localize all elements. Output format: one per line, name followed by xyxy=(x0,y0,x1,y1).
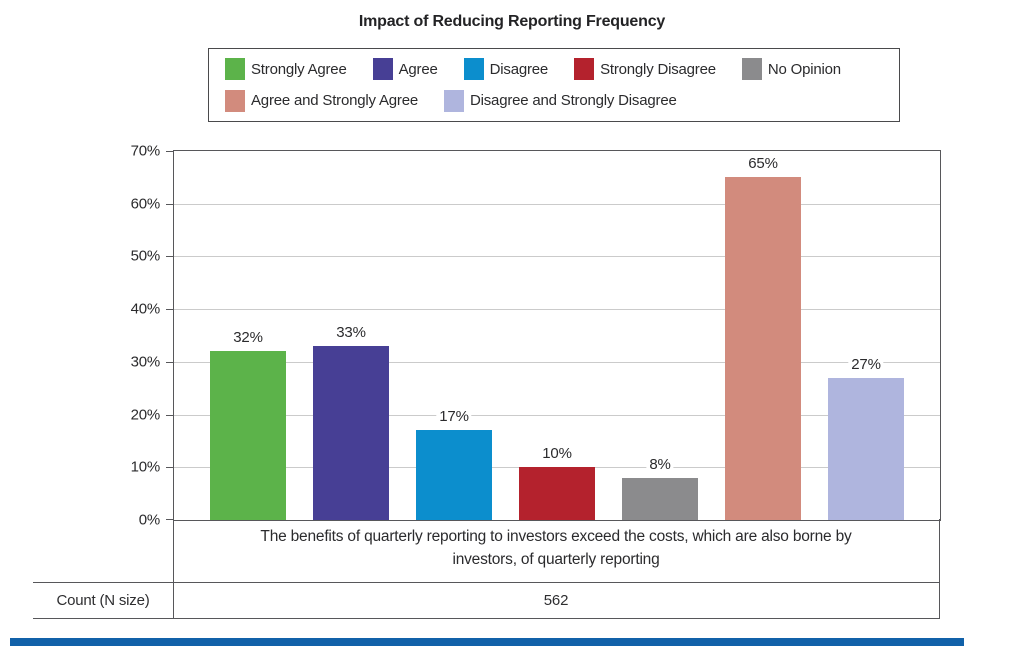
gridline-50 xyxy=(174,256,940,258)
legend-label: Strongly Agree xyxy=(251,60,347,78)
legend-swatch-disagree-and-strongly-disagree xyxy=(443,89,464,112)
y-tick-label-60: 60% xyxy=(130,195,161,213)
table-divider-right xyxy=(939,519,940,619)
legend-row-1: Strongly Agree Agree Disagree Strongly Disa… xyxy=(209,58,899,81)
legend-swatch-disagree xyxy=(463,58,484,81)
bar-agree-and-strongly-agree: 65% xyxy=(725,155,801,520)
legend-label: Agree xyxy=(398,60,438,78)
gridline-30 xyxy=(174,361,940,363)
legend-swatch-strongly-disagree xyxy=(574,58,595,81)
legend-swatch-strongly-agree xyxy=(225,58,245,81)
chart-title: Impact of Reducing Reporting Frequency xyxy=(358,13,666,30)
bar-strongly-agree: 32% xyxy=(210,329,286,520)
y-tick-60 xyxy=(166,203,174,205)
bar-disagree-and-strongly-disagree: 27% xyxy=(828,355,904,520)
bar-value-label: 33% xyxy=(333,324,369,341)
bar-value-label: 17% xyxy=(436,408,472,426)
legend-item-disagree-and-strongly-disagree: Disagree and Strongly Disagree xyxy=(443,89,677,112)
bottom-rule xyxy=(10,638,964,646)
legend-swatch-no-opinion xyxy=(741,58,762,81)
bar-strongly-disagree: 10% xyxy=(519,445,595,520)
y-tick-70 xyxy=(166,151,174,152)
y-tick-50 xyxy=(166,256,174,258)
count-row: Count (N size) 562 xyxy=(33,582,939,619)
legend-row-2: Agree and Strongly Agree Disagree and Str… xyxy=(209,89,899,112)
table-divider-left xyxy=(173,519,174,619)
gridline-60 xyxy=(174,203,940,205)
y-tick-label-40: 40% xyxy=(130,300,161,318)
legend-label: Agree and Strongly Agree xyxy=(251,92,418,110)
y-tick-label-10: 10% xyxy=(130,458,161,476)
count-value: 562 xyxy=(543,592,569,609)
legend-item-disagree: Disagree xyxy=(463,58,549,81)
y-tick-label-20: 20% xyxy=(130,406,161,424)
y-tick-label-30: 30% xyxy=(130,353,161,371)
bar-value-label: 32% xyxy=(230,329,266,347)
y-tick-30 xyxy=(166,361,174,363)
legend-label: No Opinion xyxy=(767,60,841,78)
y-tick-20 xyxy=(166,414,174,416)
bar-no-opinion: 8% xyxy=(622,455,698,520)
x-axis-caption: The benefits of quarterly reporting to i… xyxy=(173,525,939,571)
legend-swatch-agree xyxy=(372,58,393,81)
y-tick-label-50: 50% xyxy=(130,247,161,265)
legend-item-agree: Agree xyxy=(372,58,438,81)
legend-swatch-agree-and-strongly-agree xyxy=(225,89,245,112)
bar-value-label: 8% xyxy=(646,455,674,473)
y-tick-10 xyxy=(166,467,174,469)
bar-agree: 33% xyxy=(313,324,389,520)
legend-label: Disagree xyxy=(489,60,549,78)
x-axis-caption-text: The benefits of quarterly reporting to i… xyxy=(260,528,852,568)
legend-item-agree-and-strongly-agree: Agree and Strongly Agree xyxy=(225,89,418,112)
bar-value-label: 65% xyxy=(745,155,781,173)
chart-legend: Strongly Agree Agree Disagree Strongly Disa… xyxy=(208,48,900,122)
legend-item-strongly-agree: Strongly Agree xyxy=(225,58,347,81)
y-tick-0 xyxy=(166,519,174,520)
bar-value-label: 27% xyxy=(848,355,884,373)
plot-area: 32% 33% 17% 10% 8% 65% 27% 0% 10% 20% 30% 40% 50% 60… xyxy=(131,143,941,529)
gridline-40 xyxy=(174,309,940,311)
legend-label: Strongly Disagree xyxy=(600,60,716,78)
legend-item-strongly-disagree: Strongly Disagree xyxy=(574,58,716,81)
gridline-20 xyxy=(174,414,940,416)
count-label: Count (N size) xyxy=(56,592,150,609)
legend-label: Disagree and Strongly Disagree xyxy=(469,92,677,110)
bar-value-label: 10% xyxy=(539,445,575,463)
y-tick-label-0: 0% xyxy=(138,511,160,529)
legend-item-no-opinion: No Opinion xyxy=(741,58,841,81)
bars-container: 32% 33% 17% 10% 8% 65% 27% xyxy=(174,151,940,520)
y-tick-40 xyxy=(166,309,174,311)
bar-disagree: 17% xyxy=(416,408,492,520)
y-tick-label-70: 70% xyxy=(130,142,161,160)
